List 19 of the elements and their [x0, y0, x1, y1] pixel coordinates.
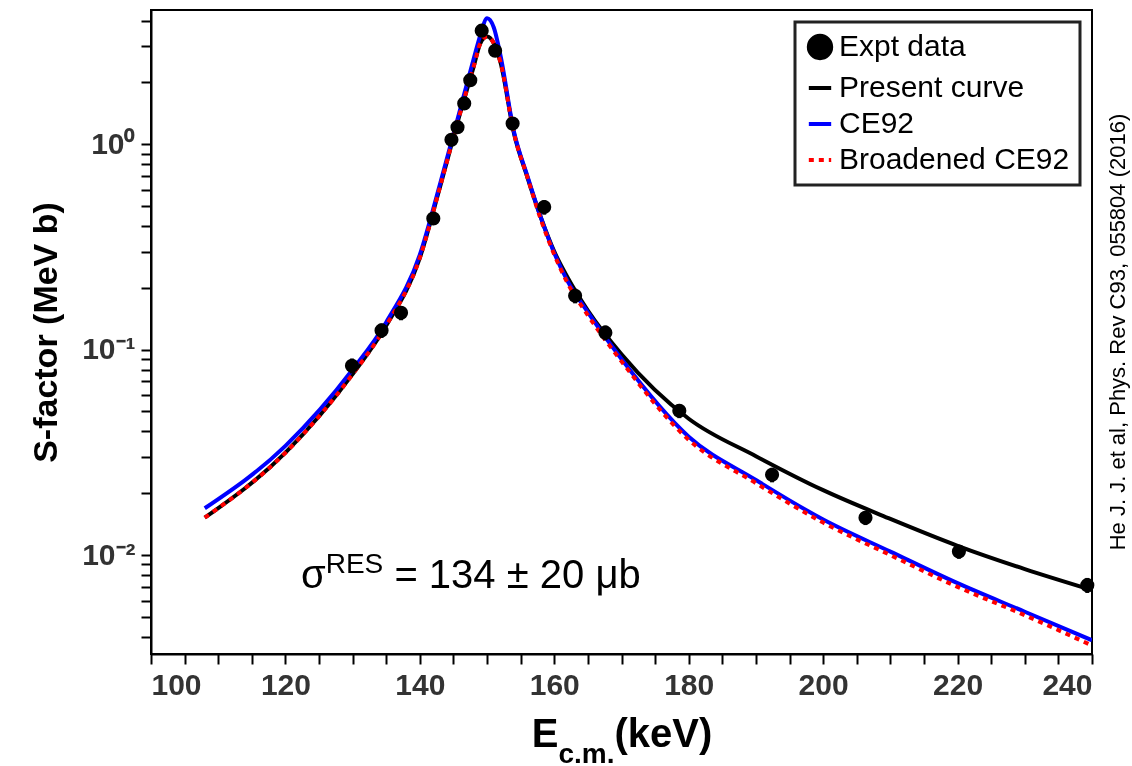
annotation: σ$^{RES}$ = 134 ± 20 μb: [301, 547, 641, 596]
x-tick-label: 140: [395, 667, 446, 701]
y-tick-label: 10⁻²: [82, 537, 136, 571]
x-tick-label: 220: [933, 667, 984, 701]
x-tick-label: 180: [664, 667, 715, 701]
x-tick-label: 120: [260, 667, 311, 701]
legend-label: CE92: [839, 106, 915, 139]
x-tick-label: 160: [529, 667, 580, 701]
x-tick-label: 240: [1042, 667, 1093, 701]
x-tick-label: 100: [151, 667, 202, 701]
legend-label: Broadened CE92: [839, 142, 1070, 175]
y-axis-title: S-factor (MeV b): [26, 202, 65, 463]
legend-label: Expt data: [839, 29, 967, 62]
x-tick-label: 200: [798, 667, 849, 701]
text: He J. J. et al, Phys. Rev C93, 055804 (2016): [1105, 113, 1130, 551]
legend-label: Present curve: [839, 70, 1025, 103]
y-tick-label: 10⁰: [91, 126, 136, 160]
y-tick-label: 10⁻¹: [82, 332, 136, 366]
x-axis-title: E$_{c.m.}$(keV): [531, 710, 713, 766]
